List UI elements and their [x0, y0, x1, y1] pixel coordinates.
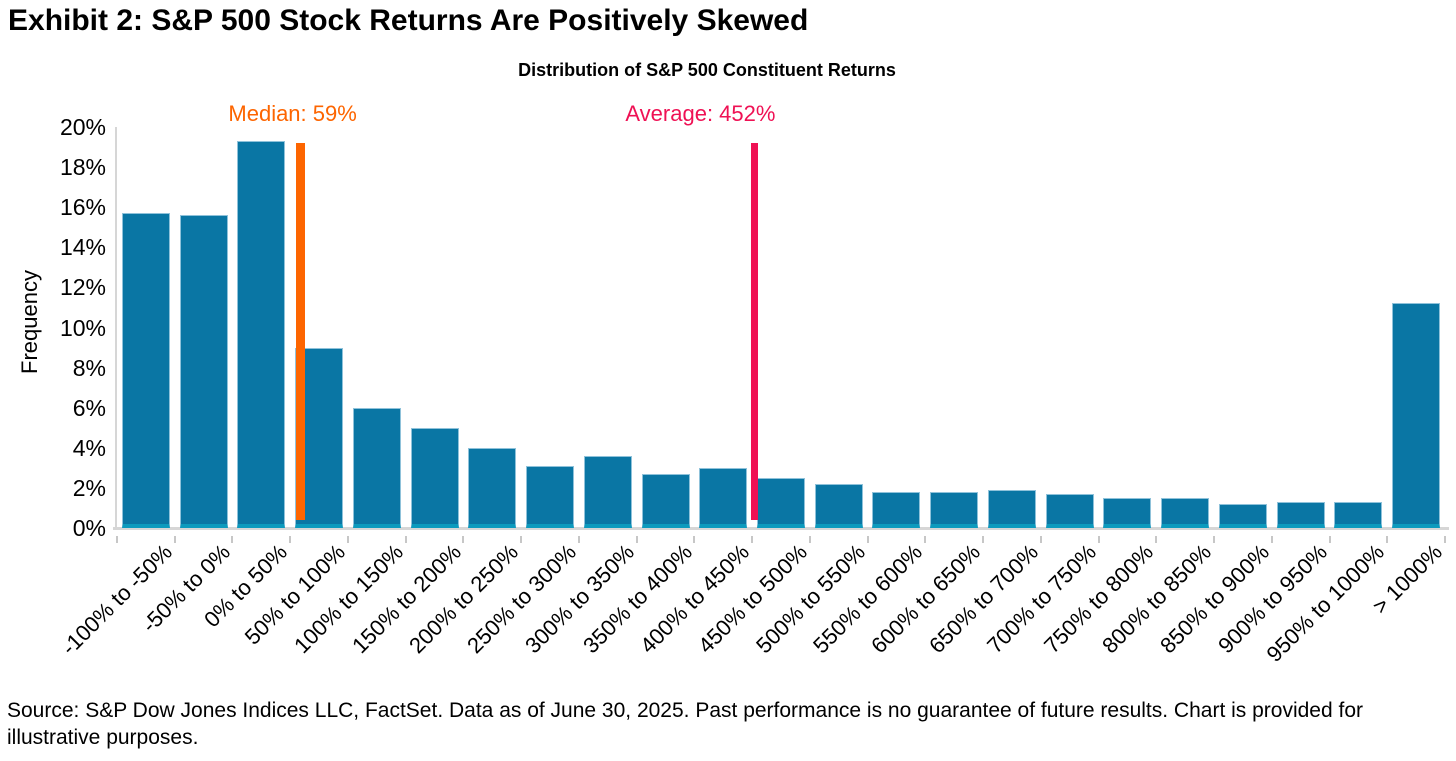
- bar: [699, 468, 748, 528]
- bar: [468, 448, 517, 528]
- y-tick-label: 6%: [72, 394, 106, 421]
- bar: [1276, 502, 1325, 528]
- bar: [410, 428, 459, 528]
- x-tick: [520, 536, 523, 543]
- bar: [1218, 504, 1267, 528]
- x-tick: [404, 536, 407, 543]
- bar: [641, 474, 690, 528]
- average-marker-line: [750, 143, 758, 520]
- x-tick: [635, 536, 638, 543]
- x-tick: [1039, 536, 1042, 543]
- bar: [814, 484, 863, 528]
- bar: [179, 215, 228, 528]
- median-marker-label: Median: 59%: [228, 101, 357, 126]
- x-tick: [693, 536, 696, 543]
- y-tick-label: 12%: [59, 274, 106, 301]
- bar: [121, 213, 170, 528]
- median-marker-line: [296, 143, 306, 520]
- x-tick: [1328, 536, 1331, 543]
- bar: [1161, 498, 1210, 528]
- x-tick: [1386, 536, 1389, 543]
- y-tick-label: 18%: [59, 154, 106, 181]
- bar: [1392, 303, 1441, 528]
- x-tick: [924, 536, 927, 543]
- bar: [987, 490, 1036, 528]
- exhibit-title: Exhibit 2: S&P 500 Stock Returns Are Pos…: [8, 4, 809, 37]
- x-tick: [289, 536, 292, 543]
- x-tick: [1444, 536, 1446, 543]
- average-marker-label: Average: 452%: [625, 101, 776, 126]
- chart-title: Distribution of S&P 500 Constituent Retu…: [518, 60, 896, 80]
- y-tick-label: 4%: [72, 434, 106, 461]
- bar: [526, 466, 575, 528]
- bar: [237, 141, 286, 528]
- bar: [583, 456, 632, 528]
- y-tick-label: 10%: [59, 314, 106, 341]
- x-tick: [577, 536, 580, 543]
- x-tick: [982, 536, 985, 543]
- x-tick: [1270, 536, 1273, 543]
- x-tick: [1097, 536, 1100, 543]
- y-tick-label: 14%: [59, 234, 106, 261]
- x-tick: [751, 536, 754, 543]
- x-tick: [462, 536, 465, 543]
- x-tick: [1213, 536, 1216, 543]
- bar: [757, 478, 805, 528]
- y-tick-label: 20%: [59, 114, 106, 140]
- x-tick: [866, 536, 869, 543]
- bar: [1103, 498, 1152, 528]
- y-axis-line: [115, 127, 117, 530]
- x-tick: [231, 536, 234, 543]
- y-tick-label: 8%: [72, 354, 106, 381]
- y-tick-label: 2%: [72, 474, 106, 501]
- y-tick-label: 0%: [72, 515, 106, 541]
- y-tick-label: 16%: [59, 194, 106, 221]
- bar: [872, 492, 921, 528]
- source-note: Source: S&P Dow Jones Indices LLC, FactS…: [7, 699, 1364, 749]
- bar: [1334, 502, 1383, 528]
- bar: [1045, 494, 1094, 528]
- bar: [930, 492, 979, 528]
- x-tick: [1155, 536, 1158, 543]
- x-tick: [346, 536, 349, 543]
- x-tick: [808, 536, 811, 543]
- bar: [352, 408, 401, 528]
- x-tick: [116, 536, 118, 543]
- x-axis-line: [113, 527, 1449, 530]
- x-tick: [173, 536, 176, 543]
